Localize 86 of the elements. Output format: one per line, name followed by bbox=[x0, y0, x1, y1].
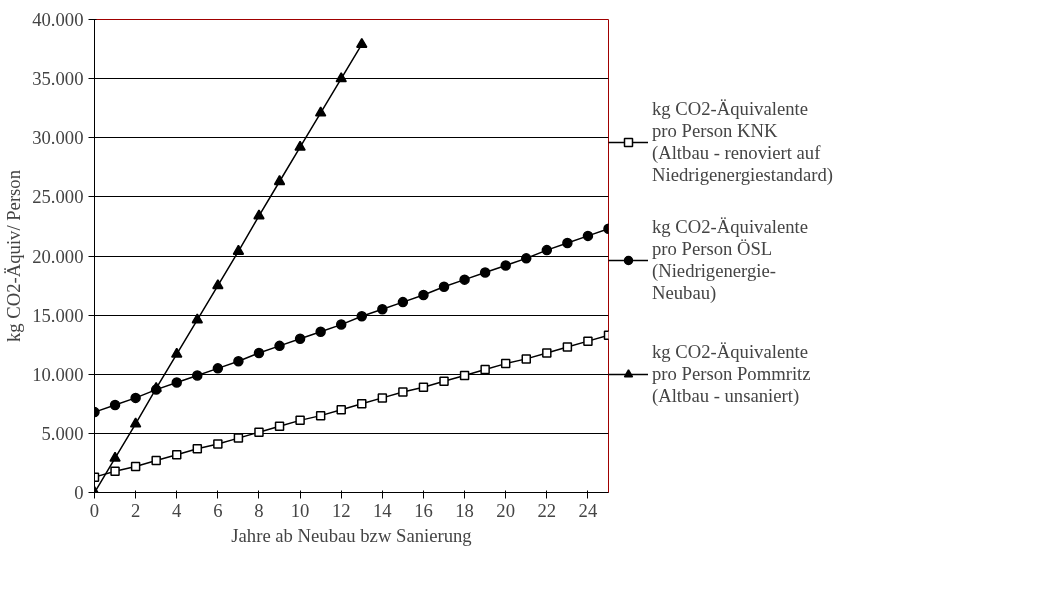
point bbox=[171, 449, 182, 460]
point bbox=[253, 347, 265, 359]
point bbox=[357, 399, 367, 409]
point bbox=[418, 382, 429, 393]
point bbox=[459, 370, 470, 381]
x-tick-label: 10 bbox=[290, 499, 310, 521]
point bbox=[377, 393, 388, 403]
point bbox=[110, 466, 120, 476]
point bbox=[500, 260, 511, 271]
x-tick-label: 16 bbox=[414, 499, 433, 521]
y-axis-title: kg CO2-Äquiv/ Person bbox=[3, 169, 25, 343]
y-tick-label: 5.000 bbox=[41, 422, 84, 444]
point bbox=[335, 72, 347, 83]
point bbox=[315, 410, 326, 421]
point bbox=[439, 376, 449, 387]
x-tick-label: 20 bbox=[496, 499, 516, 521]
point bbox=[253, 209, 265, 220]
point bbox=[521, 253, 532, 264]
point bbox=[294, 333, 306, 345]
point bbox=[459, 274, 470, 285]
point bbox=[542, 348, 552, 358]
point bbox=[541, 244, 553, 256]
point bbox=[398, 387, 408, 397]
point bbox=[582, 230, 594, 242]
point bbox=[438, 281, 450, 292]
point bbox=[314, 106, 327, 117]
point bbox=[273, 174, 286, 186]
x-tick-label: 22 bbox=[537, 499, 557, 521]
point bbox=[274, 340, 285, 352]
point bbox=[232, 244, 245, 255]
point bbox=[336, 404, 346, 415]
x-tick-label: 2 bbox=[130, 499, 141, 521]
y-tick-label: 10.000 bbox=[32, 363, 84, 385]
point bbox=[212, 279, 224, 290]
point bbox=[479, 267, 491, 278]
point bbox=[130, 392, 141, 404]
point bbox=[191, 313, 204, 324]
point bbox=[583, 336, 593, 346]
point bbox=[170, 347, 183, 358]
point bbox=[418, 289, 429, 301]
x-tick-label: 24 bbox=[578, 499, 598, 521]
point bbox=[233, 433, 244, 443]
point bbox=[356, 37, 368, 48]
y-tick-label: 0 bbox=[74, 482, 84, 503]
point bbox=[254, 427, 264, 437]
y-tick-label: 20.000 bbox=[32, 245, 84, 267]
point bbox=[192, 370, 203, 381]
point bbox=[151, 455, 161, 466]
point bbox=[294, 140, 306, 151]
point bbox=[521, 354, 532, 364]
point bbox=[480, 364, 490, 375]
x-axis-title: Jahre ab Neubau bzw Sanierung bbox=[231, 524, 472, 546]
legend-label: kg CO2-Äquivalente pro Person ÖSL (Niedrigenergie- Neubau) bbox=[652, 215, 808, 304]
point bbox=[397, 296, 409, 308]
x-tick-label: 18 bbox=[455, 499, 474, 521]
point bbox=[562, 342, 573, 352]
y-tick-label: 25.000 bbox=[32, 186, 84, 208]
x-tick-label: 0 bbox=[89, 499, 100, 521]
x-tick-label: 4 bbox=[172, 499, 183, 521]
point bbox=[233, 356, 244, 367]
y-tick-label: 15.000 bbox=[32, 304, 84, 326]
point bbox=[109, 451, 121, 462]
x-tick-label: 12 bbox=[331, 499, 351, 521]
point bbox=[192, 444, 203, 454]
point bbox=[295, 415, 305, 426]
x-tick-label: 14 bbox=[373, 499, 393, 521]
legend-label: kg CO2-Äquivalente pro Person KNK (Altbau - renoviert auf Niedrigenergiestandard) bbox=[652, 97, 833, 186]
point bbox=[130, 461, 141, 472]
y-tick-label: 30.000 bbox=[32, 127, 84, 149]
y-tick-label: 35.000 bbox=[32, 68, 84, 90]
point bbox=[335, 319, 347, 330]
point bbox=[500, 358, 511, 369]
point bbox=[315, 326, 326, 337]
point bbox=[274, 421, 285, 432]
point bbox=[109, 399, 121, 411]
legend-label: kg CO2-Äquivalente pro Person Pommritz (Altbau - unsaniert) bbox=[652, 339, 811, 408]
x-tick-label: 6 bbox=[213, 499, 223, 521]
point bbox=[562, 237, 573, 249]
point bbox=[377, 303, 388, 315]
point bbox=[212, 363, 224, 374]
point bbox=[129, 417, 142, 428]
point bbox=[356, 311, 368, 322]
x-tick-label: 8 bbox=[254, 499, 264, 521]
y-tick-label: 40.000 bbox=[32, 9, 84, 30]
point bbox=[213, 439, 223, 449]
point bbox=[171, 377, 182, 388]
